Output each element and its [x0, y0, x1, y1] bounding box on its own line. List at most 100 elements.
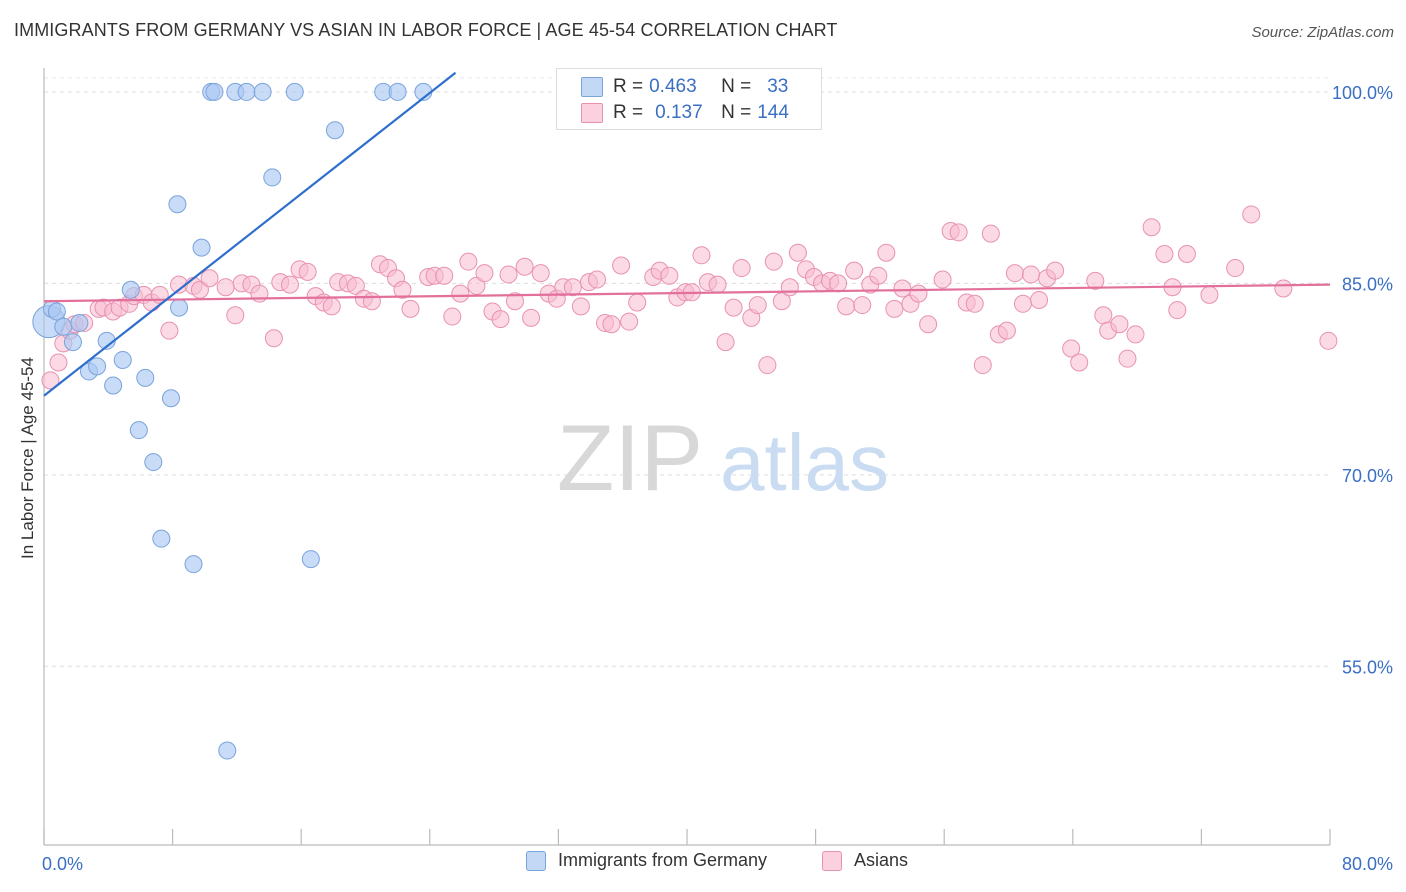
asians-point: [1226, 259, 1245, 278]
asians-point: [587, 270, 606, 289]
asians-trendline: [43, 283, 1331, 303]
asians-point: [505, 292, 524, 311]
germany-point: [192, 238, 211, 257]
source-credit: Source: ZipAtlas.com: [1251, 24, 1394, 41]
germany-point: [152, 529, 171, 548]
asians-point: [322, 297, 341, 316]
asians-point: [1046, 261, 1065, 280]
asians-point: [788, 243, 807, 262]
asians-point: [748, 296, 767, 315]
legend-label-asians: Asians: [854, 850, 909, 870]
r-label: R =: [613, 102, 644, 123]
asians-point: [602, 315, 621, 334]
asians-point: [280, 275, 299, 294]
germany-point: [121, 280, 140, 299]
n-label: N =: [721, 76, 752, 97]
asians-point: [692, 246, 711, 265]
germany-point: [301, 550, 320, 569]
n-value: 33: [767, 76, 789, 97]
asians-point: [459, 252, 478, 271]
asians-point: [1030, 290, 1049, 309]
asians-point: [1062, 339, 1081, 358]
asians-point: [981, 224, 1000, 243]
germany-point: [136, 368, 155, 387]
asians-point: [362, 292, 381, 311]
asians-point: [845, 261, 864, 280]
asians-point: [853, 296, 872, 315]
n-value: 144: [757, 102, 789, 123]
x-tick-label: 0.0%: [42, 854, 83, 874]
asians-point: [949, 223, 968, 242]
asians-point: [1118, 349, 1137, 368]
asians-point: [1022, 265, 1041, 284]
asians-point: [758, 356, 777, 375]
asians-point: [1242, 205, 1261, 224]
asians-point: [869, 266, 888, 285]
asians-point: [612, 256, 631, 275]
germany-point: [205, 82, 224, 101]
germany-trendline: [43, 71, 457, 397]
germany-point: [88, 357, 107, 376]
germany-point: [113, 350, 132, 369]
asians-point: [200, 269, 219, 288]
series-legend: Immigrants from Germany Asians: [0, 850, 1406, 880]
axes: [43, 68, 1331, 846]
watermark-atlas: atlas: [720, 418, 889, 507]
asians-point: [1274, 279, 1293, 298]
germany-point: [63, 333, 82, 352]
germany-point: [184, 555, 203, 574]
germany-point: [168, 195, 187, 214]
legend-item-germany[interactable]: Immigrants from Germany: [526, 850, 767, 871]
asians-point: [933, 270, 952, 289]
germany-point: [144, 453, 163, 472]
asians-point: [1168, 301, 1187, 320]
correlation-row-germany: R = 0.463 N = 33: [581, 75, 788, 99]
asians-point: [401, 299, 420, 318]
germany-point: [70, 313, 89, 332]
legend-swatch-germany: [526, 850, 546, 871]
correlation-legend: R = 0.463 N = 33 R = 0.137 N = 144: [556, 68, 822, 130]
asians-point: [435, 266, 454, 285]
asians-point: [1126, 325, 1145, 344]
asians-point: [837, 297, 856, 316]
legend-item-asians[interactable]: Asians: [822, 850, 908, 871]
y-tick-label: 70.0%: [1342, 466, 1393, 486]
germany-point: [161, 389, 180, 408]
chart-title: IMMIGRANTS FROM GERMANY VS ASIAN IN LABO…: [14, 20, 838, 40]
asians-point: [451, 284, 470, 303]
asians-point: [264, 329, 283, 348]
asians-point: [226, 306, 245, 325]
asians-point: [885, 299, 904, 318]
asians-point: [160, 321, 179, 340]
asians-series: [41, 205, 1338, 390]
asians-point: [1086, 271, 1105, 290]
correlation-row-asians: R = 0.137 N = 144: [581, 101, 789, 125]
asians-point: [298, 262, 317, 281]
asians-point: [877, 243, 896, 262]
asians-point: [1142, 218, 1161, 237]
germany-point: [218, 741, 237, 760]
germany-point: [170, 298, 189, 317]
germany-point: [129, 421, 148, 440]
asians-point: [1013, 294, 1032, 313]
asians-point: [467, 276, 486, 295]
r-value: 0.137: [655, 102, 703, 123]
asians-point: [491, 310, 510, 329]
asians-point: [571, 297, 590, 316]
asians-point: [732, 259, 751, 278]
asians-point: [909, 284, 928, 303]
watermark-zip: ZIP: [557, 405, 703, 510]
legend-label-germany: Immigrants from Germany: [558, 850, 768, 870]
asians-point: [1005, 264, 1024, 283]
germany-swatch: [581, 77, 603, 97]
asians-point: [724, 298, 743, 317]
germany-point: [54, 317, 73, 336]
germany-point: [253, 82, 272, 101]
asians-point: [965, 294, 984, 313]
asians-point: [708, 275, 727, 294]
asians-point: [1155, 245, 1174, 264]
asians-point: [780, 278, 799, 297]
trendlines: [43, 71, 1331, 397]
germany-series: [32, 82, 433, 760]
